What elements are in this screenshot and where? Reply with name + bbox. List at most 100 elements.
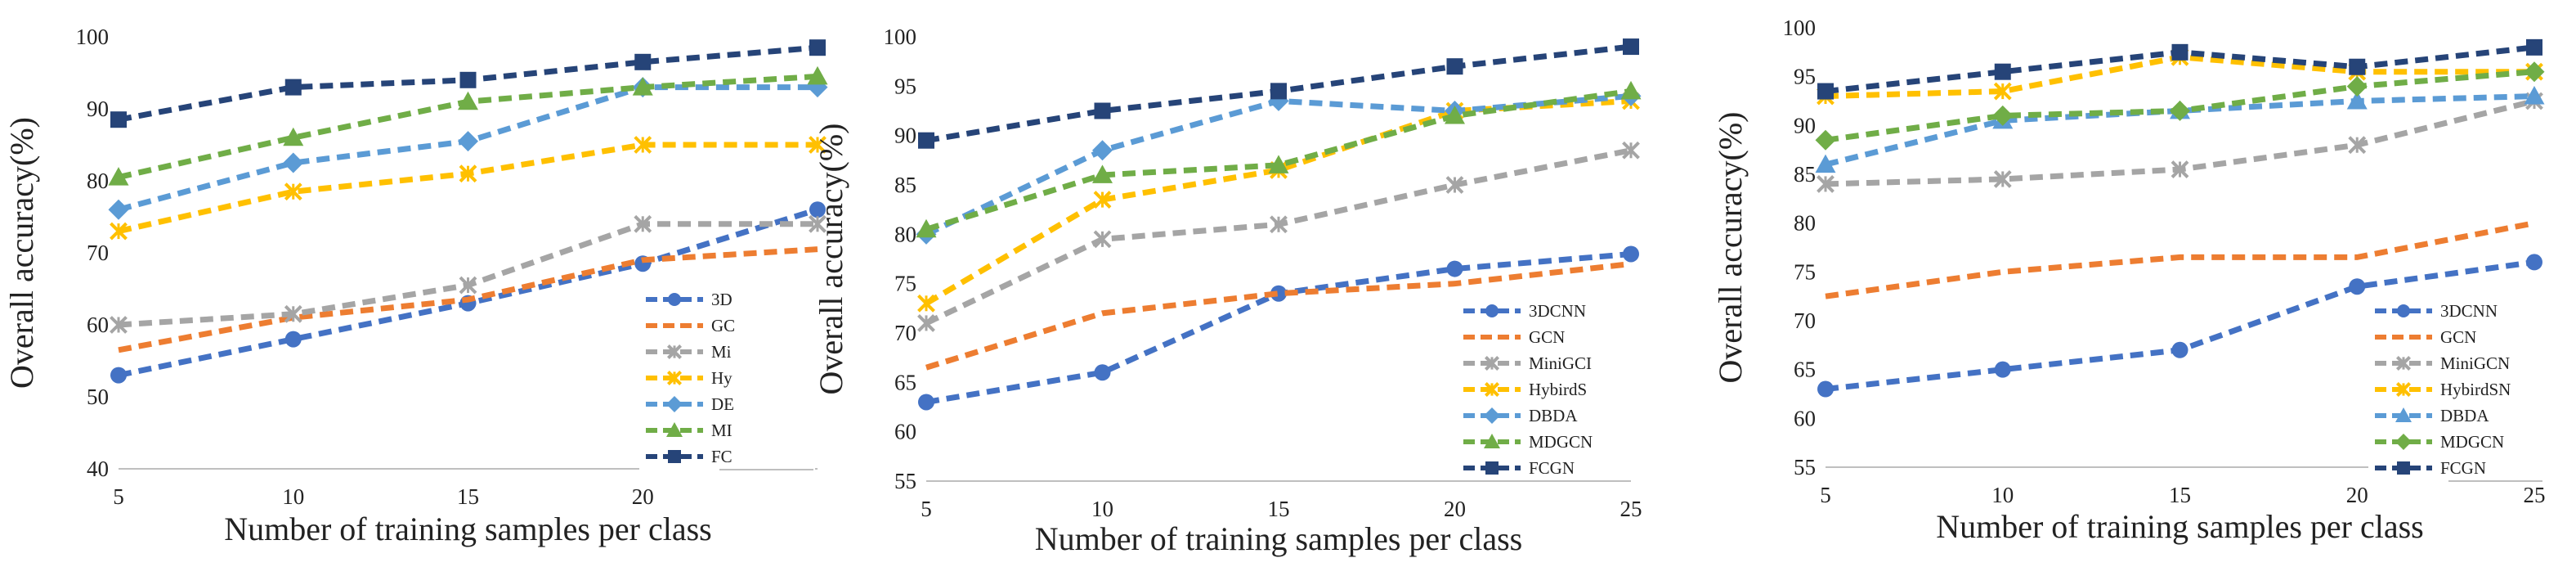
series-fcgn xyxy=(1817,38,2542,100)
data-point xyxy=(458,91,478,110)
series-minigcn xyxy=(110,214,827,334)
data-point xyxy=(1622,141,1640,160)
data-point xyxy=(459,276,477,295)
y-tick-label: 40 xyxy=(87,457,109,481)
legend: 3DCNN GCN MiniGCI HybirdS DBDA MDGCN FCGN xyxy=(1457,293,1630,482)
data-point xyxy=(1446,260,1463,277)
legend-swatch-marker xyxy=(1485,304,1499,317)
data-point xyxy=(634,53,652,70)
y-tick-label: 50 xyxy=(87,385,109,409)
y-tick-label: 85 xyxy=(1794,162,1816,187)
data-point xyxy=(2348,136,2367,155)
series-gcn xyxy=(118,246,818,353)
x-tick-label: 5 xyxy=(921,497,932,521)
data-point xyxy=(1094,364,1111,381)
y-tick-label: 90 xyxy=(1794,113,1816,137)
data-point xyxy=(283,152,304,173)
y-tick-label: 60 xyxy=(87,313,109,337)
legend: 3DCNN GCN MiniGCN HybirdSN DBDA MDGCN FCGN xyxy=(2368,293,2544,482)
y-tick-label: 75 xyxy=(1794,259,1816,284)
data-point xyxy=(1446,58,1463,75)
data-point xyxy=(1992,105,2014,126)
data-point xyxy=(918,394,934,411)
legend-label: MI xyxy=(711,421,732,440)
data-point xyxy=(1817,175,1835,193)
data-point xyxy=(2526,254,2542,271)
x-tick-label: 15 xyxy=(457,484,479,509)
data-point xyxy=(1993,82,2012,101)
legend-swatch-marker xyxy=(1484,407,1500,424)
y-tick-label: 75 xyxy=(894,272,916,296)
series-fcgn xyxy=(110,39,826,128)
x-axis-title: Number of training samples per class xyxy=(1035,520,1523,557)
data-point xyxy=(2171,43,2188,61)
y-tick-label: 100 xyxy=(884,25,917,49)
data-point xyxy=(458,131,478,152)
legend-swatch-marker xyxy=(668,450,681,463)
y-tick-label: 55 xyxy=(894,469,916,493)
legend-swatch-marker xyxy=(2395,407,2412,422)
legend-swatch-marker xyxy=(1484,434,1500,448)
series-line xyxy=(118,142,818,235)
x-tick-label: 25 xyxy=(2524,483,2546,507)
y-tick-label: 85 xyxy=(894,173,916,197)
data-point xyxy=(1993,170,2012,188)
data-point xyxy=(2170,100,2190,121)
legend-swatch-marker xyxy=(2395,355,2412,371)
data-point xyxy=(284,79,302,96)
legend-swatch-marker xyxy=(666,422,683,437)
data-point xyxy=(1815,154,1836,173)
series-mdgcn xyxy=(1815,61,2545,151)
x-tick-label: 10 xyxy=(282,484,304,509)
data-point xyxy=(807,65,828,85)
legend: 3D GC Mi Hy DE MI FC xyxy=(639,281,815,474)
data-point xyxy=(1094,102,1111,119)
data-point xyxy=(1270,83,1287,100)
legend-label: GCN xyxy=(2440,327,2476,347)
data-point xyxy=(1270,285,1287,302)
x-tick-label: 5 xyxy=(1820,483,1831,507)
x-tick-label: 10 xyxy=(1091,497,1113,521)
data-point xyxy=(809,201,826,218)
data-point xyxy=(459,164,477,183)
series-dbda xyxy=(1815,86,2545,173)
legend-label: DBDA xyxy=(1529,406,1578,425)
legend-swatch-marker xyxy=(2397,461,2410,475)
data-point xyxy=(2346,76,2368,97)
legend-label: Mi xyxy=(711,342,732,362)
y-tick-label: 100 xyxy=(76,25,110,49)
data-point xyxy=(1093,230,1112,249)
data-point xyxy=(1092,164,1113,183)
x-tick-label: 10 xyxy=(1991,483,2014,507)
data-point xyxy=(2526,38,2542,56)
legend-label: MDGCN xyxy=(1529,432,1593,452)
data-point xyxy=(2171,160,2189,178)
y-axis-title: Overall accuracy(%) xyxy=(3,117,40,389)
data-point xyxy=(1817,83,1834,100)
data-point xyxy=(1092,140,1113,161)
legend-label: HybirdSN xyxy=(2440,380,2511,399)
legend-swatch-marker xyxy=(668,293,681,306)
y-tick-label: 95 xyxy=(1794,65,1816,89)
y-tick-label: 60 xyxy=(894,420,916,444)
data-point xyxy=(916,218,937,238)
data-point xyxy=(2349,58,2366,75)
series-line xyxy=(1825,220,2535,299)
series-minigcn xyxy=(917,141,1640,332)
legend-label: DE xyxy=(711,394,734,414)
y-tick-label: 80 xyxy=(1794,211,1816,236)
x-axis-title: Number of training samples per class xyxy=(224,511,712,547)
legend-label: 3DCNN xyxy=(2440,301,2498,321)
data-point xyxy=(284,182,302,201)
y-tick-label: 70 xyxy=(1794,308,1816,333)
y-tick-label: 55 xyxy=(1794,455,1816,479)
legend-swatch-marker xyxy=(2397,304,2410,317)
x-tick-label: 5 xyxy=(113,484,124,509)
series-mdgcn xyxy=(108,65,828,186)
legend-label: FCGN xyxy=(2440,458,2486,478)
data-point xyxy=(1268,155,1289,173)
series-hybirdsn xyxy=(110,136,827,241)
y-tick-label: 60 xyxy=(1794,406,1816,430)
series-line xyxy=(925,261,1632,371)
